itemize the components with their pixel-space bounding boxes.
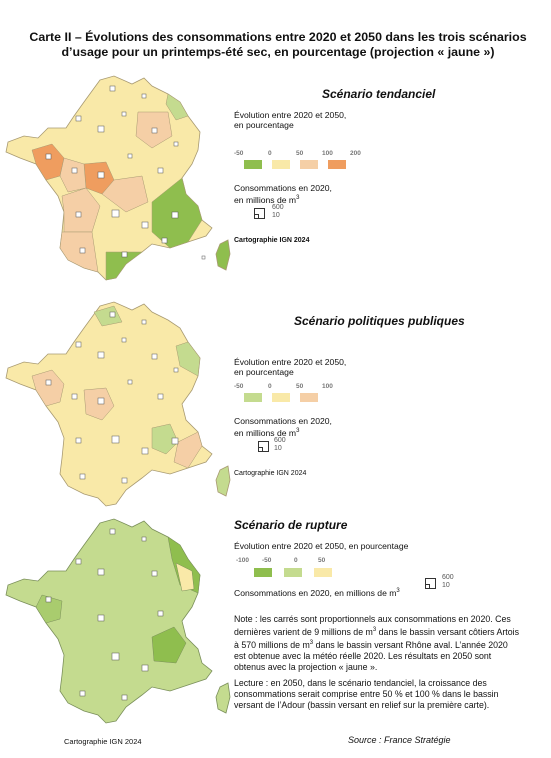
panel-3-legend-swatches — [254, 568, 332, 577]
panel-1-size-square-large — [254, 208, 265, 219]
note-block: Note : les carrés sont proportionnels au… — [234, 614, 519, 716]
panel-1-legend-conso: Consommations en 2020, en millions de m3 — [234, 183, 332, 205]
panel-2-size-square-small — [258, 447, 263, 452]
swatch-decrease — [244, 160, 262, 169]
swatch-decrease — [284, 568, 302, 577]
swatch-strong-decrease — [254, 568, 272, 577]
panel-3-legend-conso: Consommations en 2020, en millions de m3 — [234, 587, 400, 598]
panel-1-size-labels: 600 10 — [272, 204, 284, 219]
swatch-increase — [300, 393, 318, 402]
panel-3-size-square-small — [425, 584, 430, 589]
panel-1-title: Scénario tendanciel — [322, 87, 436, 101]
panel-2-size-square-large — [258, 441, 269, 452]
panel-2-legend-evolution: Évolution entre 2020 et 2050, en pourcen… — [234, 357, 347, 377]
panel-2-size-labels: 600 10 — [274, 437, 286, 452]
panel-3-size-square-large — [425, 578, 436, 589]
panel-1-legend-swatches — [244, 160, 346, 169]
panel-3-size-labels: 600 10 — [442, 574, 454, 589]
map-scenario-tendanciel — [5, 75, 231, 281]
source: Source : France Stratégie — [348, 735, 451, 745]
panel-2-credit: Cartographie IGN 2024 — [234, 470, 307, 477]
panel-2-legend-swatches — [244, 393, 318, 402]
swatch-stable — [272, 393, 290, 402]
swatch-decrease — [244, 393, 262, 402]
lecture-text: Lecture : en 2050, dans le scénario tend… — [234, 677, 499, 710]
map-scenario-de-rupture — [5, 518, 231, 724]
swatch-stable — [314, 568, 332, 577]
swatch-stable — [272, 160, 290, 169]
note-text: Note : les carrés sont proportionnels au… — [234, 614, 519, 672]
panel-2-legend-conso: Consommations en 2020, en millions de m3 — [234, 416, 332, 438]
panel-3-title: Scénario de rupture — [234, 518, 348, 532]
panel-2-title: Scénario politiques publiques — [294, 314, 465, 328]
panel-2-legend-ticks: -50 0 50 100 — [234, 383, 333, 390]
panel-3-legend-ticks: -100 -50 0 50 — [236, 557, 326, 564]
panel-1-legend-evolution: Évolution entre 2020 et 2050, en pourcen… — [234, 110, 347, 130]
swatch-increase-high — [328, 160, 346, 169]
swatch-increase-moderate — [300, 160, 318, 169]
panel-3-legend-evolution: Évolution entre 2020 et 2050, en pourcen… — [234, 541, 409, 551]
panel-1-credit: Cartographie IGN 2024 — [234, 237, 310, 244]
panel-1-size-square-small — [254, 214, 259, 219]
figure-title: Carte II – Évolutions des consommations … — [29, 30, 527, 59]
bottom-credit: Cartographie IGN 2024 — [64, 737, 142, 746]
map-scenario-politiques-publiques — [5, 301, 231, 507]
panel-1-legend-ticks: -50 0 50 100 200 — [234, 150, 361, 157]
